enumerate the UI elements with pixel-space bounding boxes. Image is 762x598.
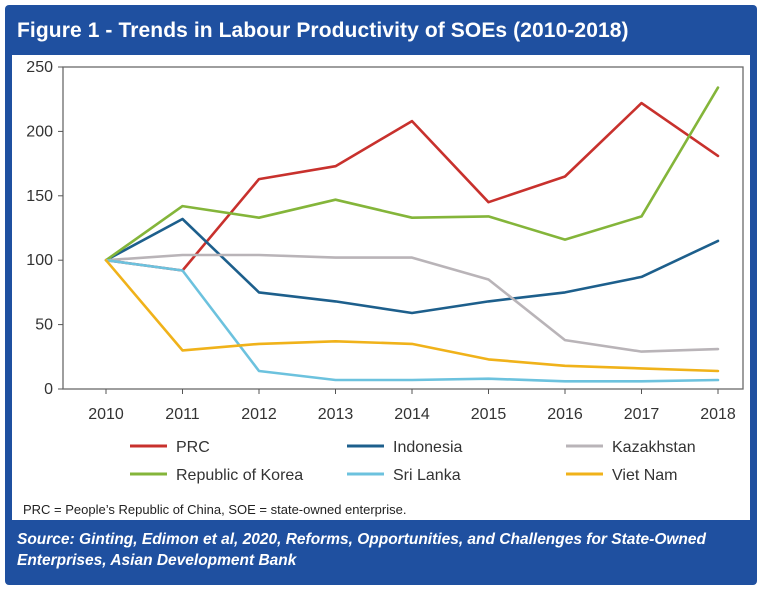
chart-note: PRC = People’s Republic of China, SOE = … [23, 502, 407, 517]
x-tick-label: 2011 [165, 406, 200, 423]
series-line-kazakhstan [104, 253, 720, 353]
x-tick-label: 2014 [394, 406, 430, 423]
series-line-sri-lanka [104, 258, 720, 383]
x-tick-label: 2016 [547, 406, 583, 423]
y-tick-label: 250 [26, 59, 53, 76]
x-tick-label: 2012 [241, 406, 277, 423]
legend-label-kazakhstan: Kazakhstan [612, 439, 696, 456]
x-tick-label: 2018 [700, 406, 736, 423]
series-line-indonesia [104, 217, 720, 315]
x-tick-label: 2015 [471, 406, 507, 423]
plot-area-border [62, 66, 744, 390]
figure-frame: Figure 1 - Trends in Labour Productivity… [5, 5, 757, 585]
x-tick-label: 2017 [624, 406, 660, 423]
y-tick-label: 200 [26, 123, 53, 140]
chart-panel: 0 50 100 150 200 250 2010 2011 2012 2013 2014 2015 2… [12, 55, 750, 520]
x-tick-label: 2010 [88, 406, 124, 423]
y-tick-label: 100 [26, 252, 53, 269]
x-tick-label: 2013 [318, 406, 354, 423]
legend-label-viet-nam: Viet Nam [612, 467, 678, 484]
series-line-republic-of-korea [104, 86, 720, 262]
legend-label-sri-lanka: Sri Lanka [393, 467, 461, 484]
legend-label-republic-of-korea: Republic of Korea [176, 467, 303, 484]
figure-source: Source: Ginting, Edimon et al, 2020, Ref… [17, 531, 706, 569]
series-line-viet-nam [104, 258, 720, 373]
legend-label-indonesia: Indonesia [393, 439, 462, 456]
series-line-prc [104, 101, 720, 272]
line-chart: 0 50 100 150 200 250 2010 2011 2012 2013 2014 2015 2… [26, 59, 744, 484]
y-tick-label: 50 [35, 317, 53, 334]
figure-title: Figure 1 - Trends in Labour Productivity… [17, 19, 629, 42]
y-tick-label: 150 [26, 188, 53, 205]
legend-label-prc: PRC [176, 439, 210, 456]
y-tick-label: 0 [44, 381, 53, 398]
